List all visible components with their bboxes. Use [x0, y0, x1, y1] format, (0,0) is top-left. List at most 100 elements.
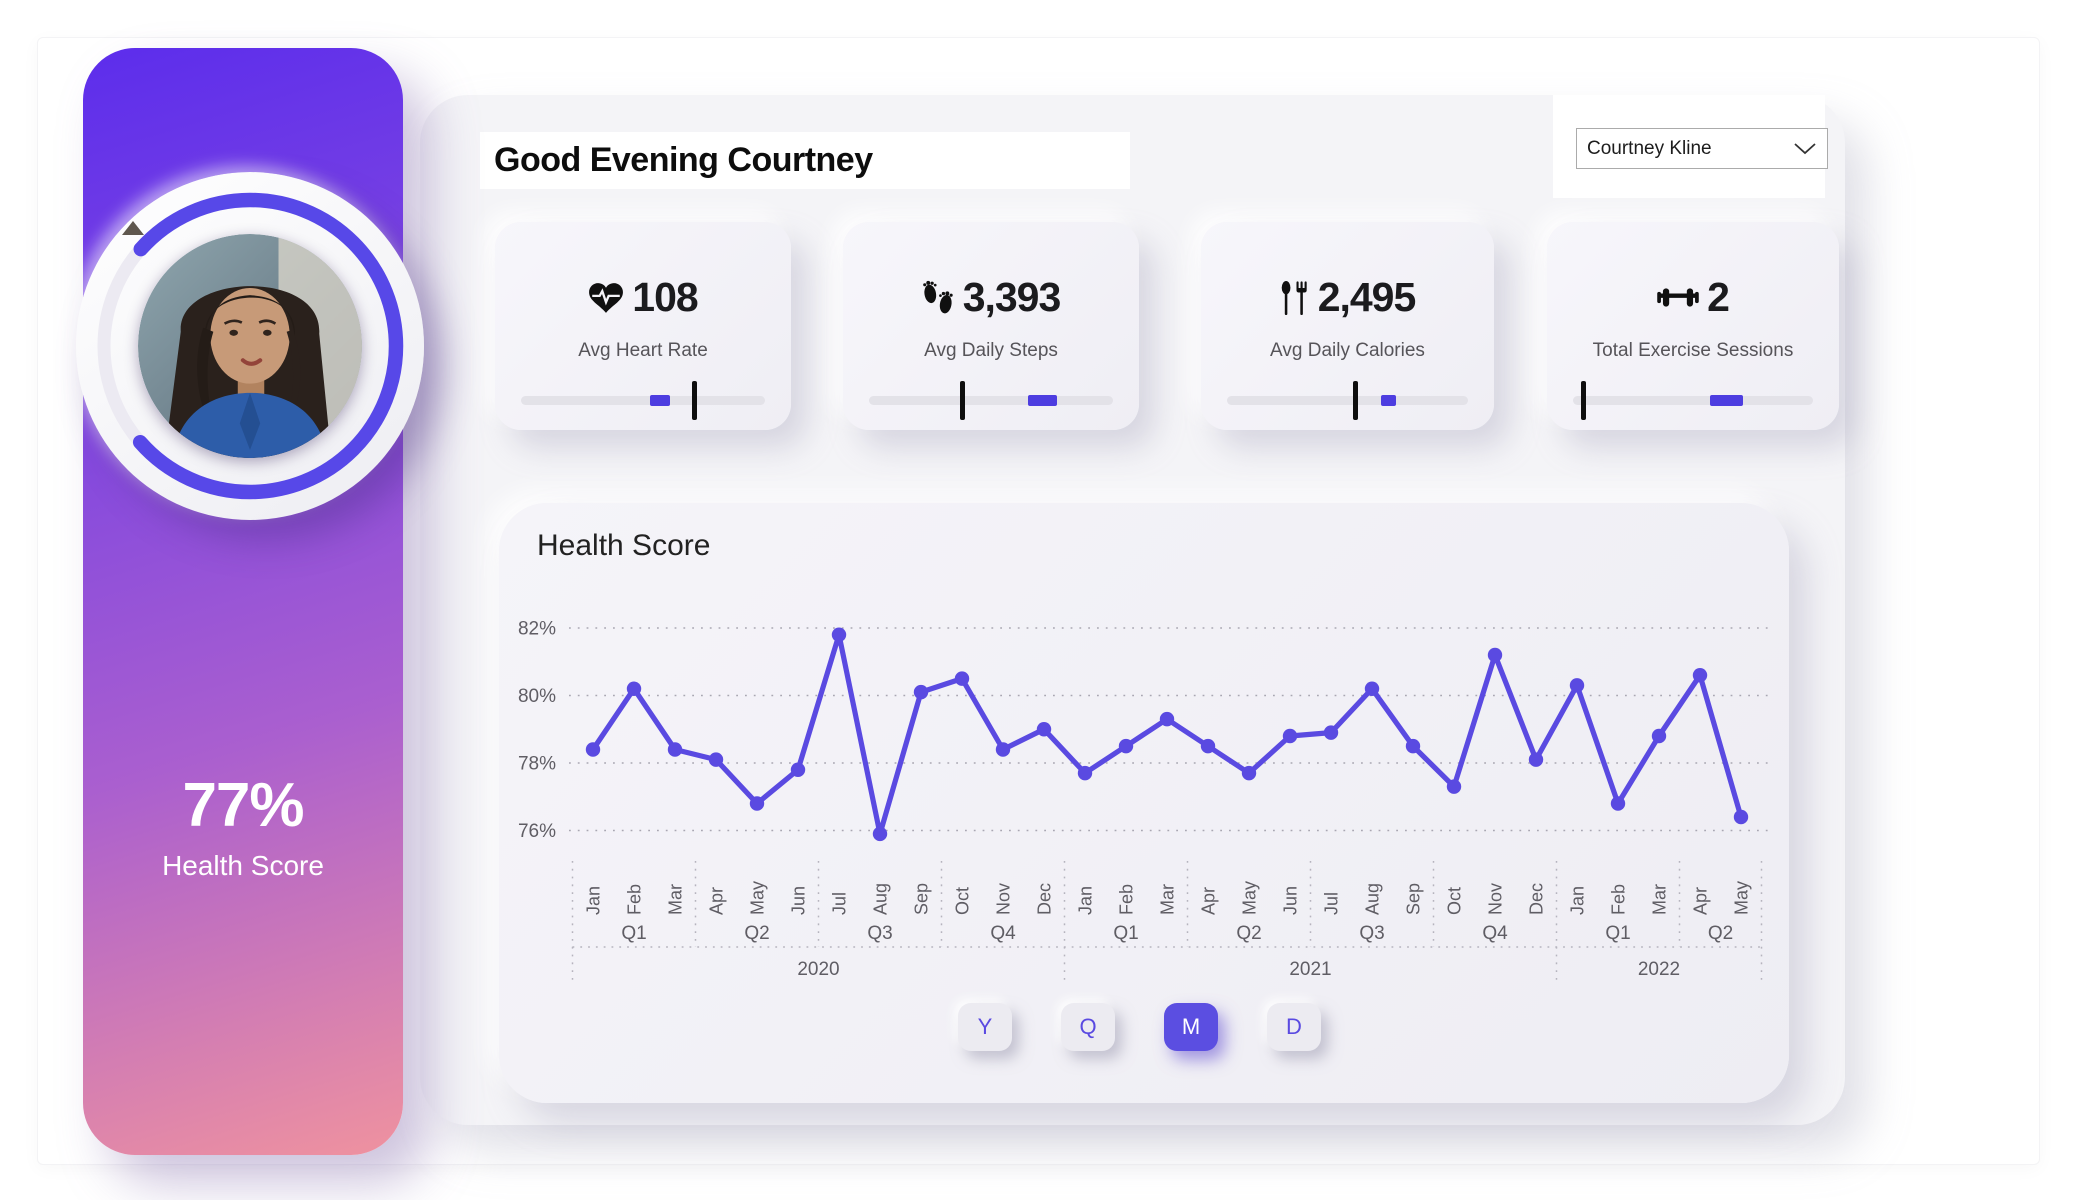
quarter-label: Q4: [1482, 923, 1508, 944]
chart-point: [1364, 681, 1380, 696]
page-title: Good Evening Courtney: [494, 141, 873, 179]
kpi-label: Avg Heart Rate: [578, 340, 708, 361]
triangle-up-icon[interactable]: [122, 221, 144, 235]
chart-point: [1282, 728, 1298, 744]
kpi-value: 2,495: [1317, 274, 1417, 320]
quarter-label: Q2: [1236, 923, 1261, 944]
chart-point: [1733, 809, 1749, 825]
month-label: Feb: [1609, 884, 1629, 915]
time-button-M[interactable]: M: [1164, 1003, 1218, 1051]
chart-point: [1323, 725, 1339, 740]
time-button-D[interactable]: D: [1267, 1003, 1321, 1051]
kpi-slider[interactable]: [1227, 381, 1468, 420]
chart-point: [1077, 765, 1093, 781]
month-label: Dec: [1527, 883, 1547, 915]
month-label: Jun: [1281, 886, 1301, 915]
health-score-ring: [96, 192, 404, 500]
y-tick-label: 78%: [518, 754, 556, 775]
kpi-label: Avg Daily Steps: [924, 340, 1058, 361]
month-label: Mar: [666, 884, 686, 915]
chart-point: [1036, 722, 1052, 737]
chart-point: [749, 796, 765, 811]
slider-marker[interactable]: [1580, 381, 1586, 420]
chart-point: [708, 752, 724, 767]
chart-line: [590, 632, 1744, 837]
month-label: Apr: [1691, 887, 1711, 915]
month-label: Oct: [953, 887, 973, 915]
y-tick-label: 76%: [518, 821, 556, 842]
month-label: Jan: [584, 886, 604, 915]
slider-marker[interactable]: [1352, 381, 1358, 420]
month-label: Feb: [1117, 884, 1137, 915]
month-label: Apr: [1199, 887, 1219, 915]
quarter-label: Q1: [1605, 923, 1630, 944]
slider-fill: [1027, 395, 1057, 406]
dumbbell-icon: [1657, 288, 1699, 307]
chart-point: [954, 671, 970, 686]
chart-point: [1446, 779, 1462, 794]
quarter-label: Q1: [621, 923, 646, 944]
kpi-label: Total Exercise Sessions: [1592, 340, 1794, 361]
chart-point: [626, 681, 642, 696]
month-label: Jun: [789, 886, 809, 915]
month-label: Jul: [1322, 892, 1342, 915]
kpi-slider[interactable]: [521, 381, 765, 420]
slider-fill: [1381, 395, 1396, 406]
kpi-card-exercise-sessions: 2 Total Exercise Sessions: [1547, 222, 1839, 430]
chart-point: [790, 762, 806, 777]
slider-marker[interactable]: [692, 381, 698, 420]
y-tick-label: 80%: [518, 686, 556, 707]
time-button-Q[interactable]: Q: [1061, 1003, 1115, 1051]
month-label: Jan: [1076, 886, 1096, 915]
month-label: Mar: [1158, 884, 1178, 915]
user-dropdown[interactable]: Courtney Kline: [1576, 128, 1828, 169]
month-label: May: [1240, 881, 1260, 915]
year-label: 2022: [1638, 959, 1680, 980]
chart-point: [872, 826, 888, 842]
kpi-slider[interactable]: [1573, 381, 1813, 420]
slider-marker[interactable]: [959, 381, 965, 420]
cutlery-icon: [1281, 280, 1307, 315]
year-label: 2020: [797, 959, 839, 980]
quarter-label: Q3: [1359, 923, 1384, 944]
quarter-label: Q4: [990, 923, 1016, 944]
quarter-label: Q2: [1708, 923, 1733, 944]
chart-point: [1405, 738, 1421, 754]
month-label: Nov: [1486, 883, 1506, 915]
chart-point: [1487, 647, 1503, 663]
user-dropdown-value: Courtney Kline: [1587, 137, 1712, 159]
year-label: 2021: [1289, 959, 1331, 980]
health-score-value: 77%: [182, 771, 304, 840]
chart-point: [1651, 728, 1667, 744]
month-label: Sep: [912, 883, 932, 915]
month-label: May: [1732, 881, 1752, 915]
chart-point: [995, 742, 1011, 757]
chart-point: [1118, 738, 1134, 754]
month-label: Oct: [1445, 887, 1465, 915]
footprints-icon: [922, 280, 953, 313]
quarter-label: Q1: [1113, 923, 1138, 944]
kpi-card-daily-calories: 2,495 Avg Daily Calories: [1201, 222, 1494, 430]
kpi-label: Avg Daily Calories: [1270, 340, 1425, 361]
month-label: Aug: [1363, 883, 1383, 915]
kpi-slider[interactable]: [869, 381, 1113, 420]
slider-fill: [1709, 395, 1744, 406]
chevron-down-icon: [1794, 143, 1816, 155]
chart-point: [1159, 711, 1175, 727]
chart-point: [1241, 765, 1257, 781]
month-label: May: [748, 881, 768, 915]
month-label: Jul: [830, 892, 850, 915]
kpi-value: 108: [632, 274, 698, 320]
month-label: Dec: [1035, 883, 1055, 915]
kpi-card-daily-steps: 3,393 Avg Daily Steps: [843, 222, 1139, 430]
avatar[interactable]: [138, 234, 362, 458]
health-score-label: Health Score: [162, 850, 324, 881]
month-label: Aug: [871, 883, 891, 915]
month-label: Apr: [707, 887, 727, 915]
chart-point: [1528, 752, 1544, 767]
chart-point: [913, 684, 929, 700]
chart-title: Health Score: [537, 529, 711, 562]
health-score-chart-svg: 82% 80% 78% 76% Jan Feb Mar Apr May Jun Jul Aug Sep O…: [518, 619, 1769, 983]
time-button-Y[interactable]: Y: [958, 1003, 1012, 1051]
